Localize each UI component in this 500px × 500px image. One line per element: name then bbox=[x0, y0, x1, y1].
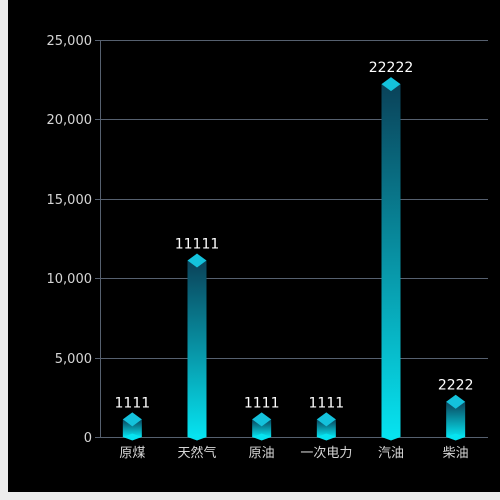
bar-base bbox=[187, 433, 207, 441]
grid-lines bbox=[100, 40, 488, 438]
bar bbox=[187, 253, 207, 441]
bar bbox=[381, 77, 401, 441]
data-label: 2222 bbox=[438, 378, 474, 394]
bar-body bbox=[187, 260, 207, 437]
x-tick-label: 原煤 bbox=[119, 446, 145, 461]
bar bbox=[252, 412, 272, 441]
bar-cap bbox=[381, 77, 401, 92]
chart-container: 0 5,000 10,000 15,000 20,000 25,000 原煤 天然气 原油 一次… bbox=[8, 0, 500, 492]
bar-body bbox=[252, 419, 272, 437]
data-label: 1111 bbox=[309, 395, 345, 411]
bar-base bbox=[122, 433, 142, 441]
bar-cap bbox=[187, 253, 207, 268]
data-label: 22222 bbox=[369, 60, 414, 76]
x-tick-label: 原油 bbox=[249, 446, 275, 461]
data-label: 1111 bbox=[115, 395, 151, 411]
bar-base bbox=[381, 433, 401, 441]
bar-body bbox=[381, 84, 401, 438]
y-axis: 0 5,000 10,000 15,000 20,000 25,000 bbox=[47, 34, 101, 446]
bar bbox=[446, 394, 466, 441]
y-tick-label: 0 bbox=[84, 431, 92, 446]
bar-chart: 0 5,000 10,000 15,000 20,000 25,000 原煤 天然气 原油 一次… bbox=[47, 34, 488, 461]
bars bbox=[122, 77, 466, 441]
y-tick-label: 20,000 bbox=[47, 113, 93, 128]
x-tick-label: 汽油 bbox=[378, 446, 404, 461]
bar-body bbox=[316, 419, 336, 437]
bar-cap bbox=[316, 412, 336, 427]
bar-body bbox=[446, 401, 466, 437]
bar bbox=[122, 412, 142, 441]
y-tick-label: 5,000 bbox=[55, 352, 92, 367]
x-tick-label: 柴油 bbox=[443, 446, 469, 461]
bar bbox=[316, 412, 336, 441]
x-tick-label: 一次电力 bbox=[300, 445, 352, 461]
y-tick-label: 15,000 bbox=[47, 193, 93, 208]
y-tick-label: 25,000 bbox=[47, 34, 93, 49]
bar-base bbox=[316, 433, 336, 441]
bar-cap bbox=[122, 412, 142, 427]
x-axis: 原煤 天然气 原油 一次电力 汽油 柴油 bbox=[119, 445, 468, 461]
bar-cap bbox=[446, 394, 466, 409]
data-label: 1111 bbox=[244, 395, 280, 411]
bar-body bbox=[122, 419, 142, 437]
data-label: 11111 bbox=[175, 237, 220, 253]
x-tick-label: 天然气 bbox=[177, 445, 216, 461]
bar-base bbox=[446, 433, 466, 441]
y-tick-label: 10,000 bbox=[47, 272, 93, 287]
